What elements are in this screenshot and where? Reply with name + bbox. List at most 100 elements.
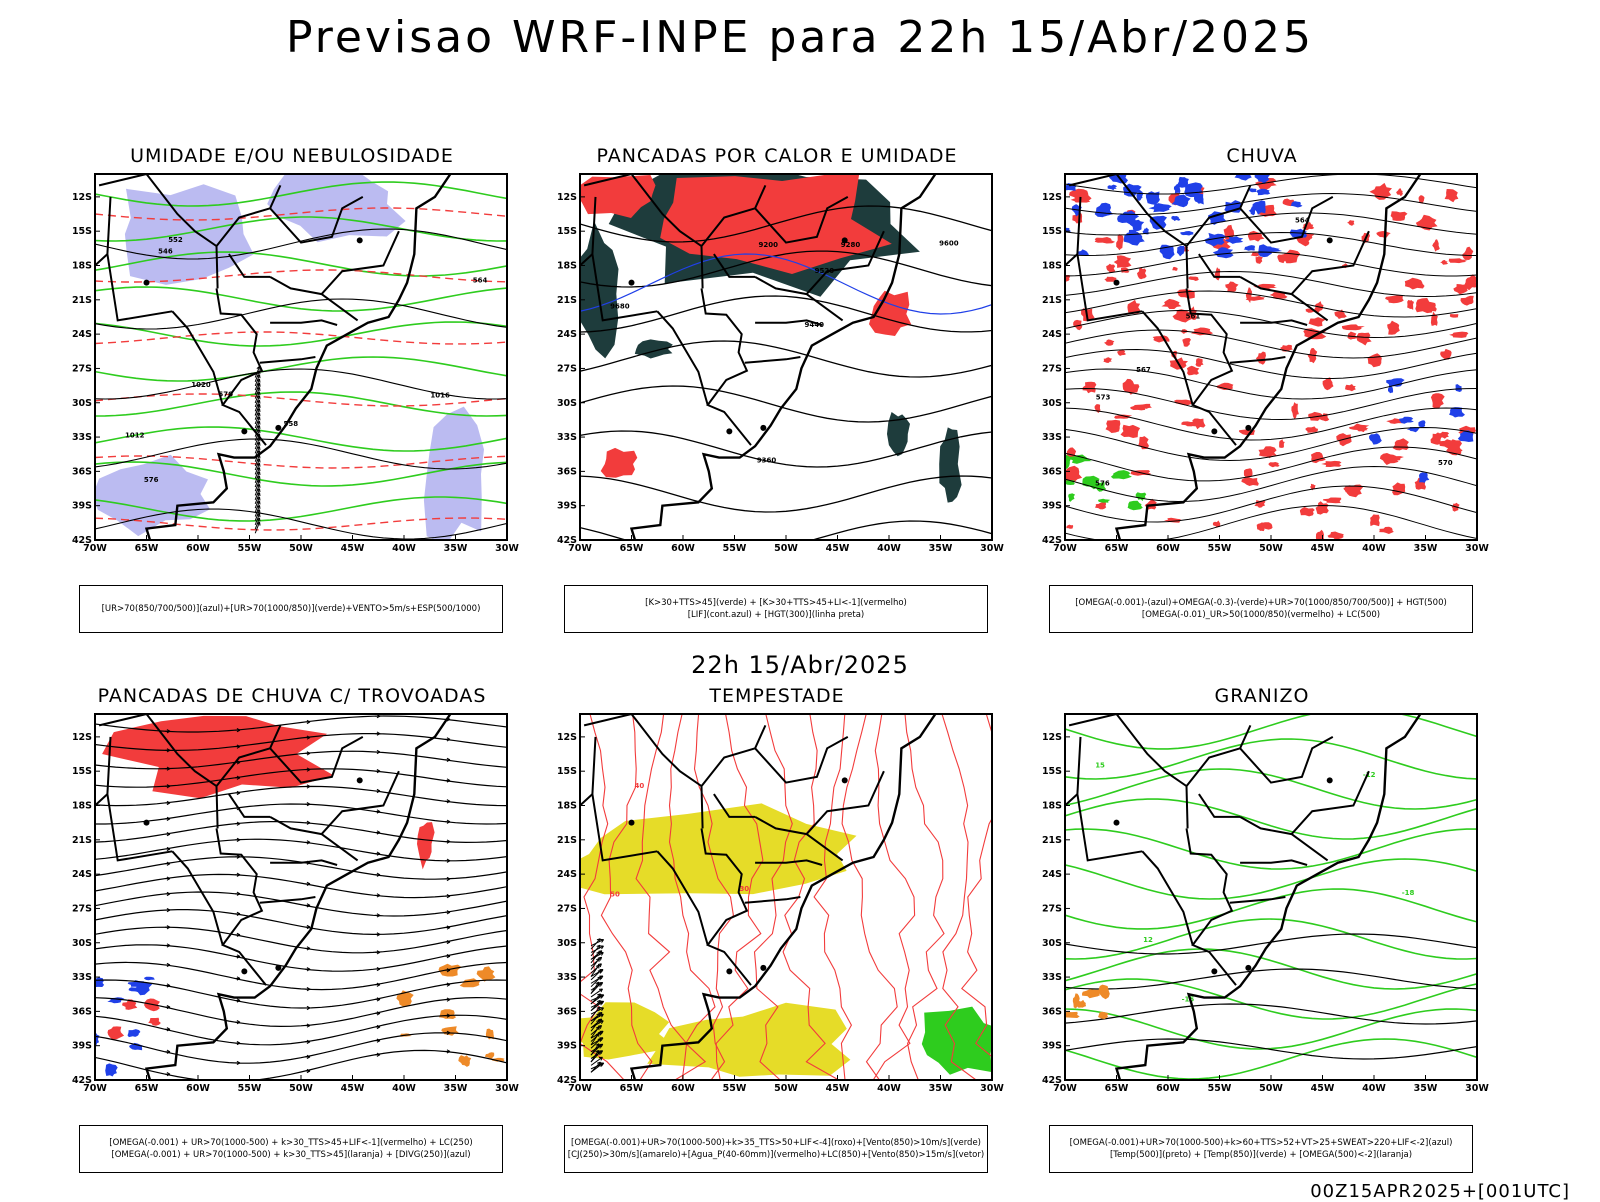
wind-vector-head [446,799,451,804]
wind-vector-head [376,1024,381,1030]
wind-vector-head [166,876,171,881]
thunderstorm-area-orange [491,1057,505,1062]
wind-vector-head [376,731,381,736]
rain-area-red [1396,188,1403,197]
rain-area-red [1449,314,1459,318]
omega-area-orange [1098,984,1110,1000]
omega-area-orange [1098,1011,1109,1019]
wind-vector [254,374,261,387]
wind-vector-head [306,1054,311,1060]
wind-vector-head [446,858,451,863]
rain-area-red [1299,507,1315,517]
lat-tick-label: 36S [1042,466,1062,477]
lake [726,428,733,435]
rain-area-red [1460,295,1474,306]
lake [1113,819,1120,826]
lat-tick-label: 39S [72,1041,92,1052]
rain-area-blue [1224,236,1244,244]
thunderstorm-area-orange [396,990,414,1007]
lon-tick-label: 55W [238,1083,262,1094]
humidity-contour-green [95,216,507,242]
wind-vector-head [376,1038,381,1043]
wind-vector [254,403,261,416]
rain-area-red [1370,514,1380,527]
rain-area-red [1255,256,1263,264]
wind-vector-head [599,1020,604,1024]
rain-area-blue [1254,174,1271,185]
rain-area-red [1105,419,1121,433]
rain-area-blue [1148,203,1172,213]
lat-tick-label: 21S [72,835,92,846]
map-content [95,714,507,1080]
border-line [171,850,224,946]
wind-vector-head [376,1011,381,1016]
omega-area-orange [1065,1011,1080,1018]
rain-area-green [1068,493,1075,502]
border-line [755,859,823,866]
height-contour-black [580,385,992,423]
streamline [95,1032,507,1064]
lon-tick-label: 30W [980,1083,1004,1094]
contour-label: 576 [144,476,159,484]
humidity-contour-green [95,181,507,207]
legend-line: [OMEGA(-0.001)+UR>70(1000-500)+k>35_TTS>… [571,1138,981,1148]
page-title: Previsao WRF-INPE para 22h 15/Abr/2025 [285,12,1314,63]
border-line [1076,736,1143,862]
coastline [629,714,937,1080]
wind-vector-head [166,861,171,866]
border-line [1290,230,1370,295]
streamline [95,909,507,936]
border-line [95,793,109,807]
rain-area-blue [1457,430,1474,442]
wind-vector [254,382,261,395]
rain-area-blue [1124,234,1136,241]
border-line [700,828,752,986]
rain-area-blue [1078,249,1090,256]
lat-tick-label: 36S [557,1006,577,1017]
lat-tick-label: 15S [557,226,577,237]
water-vapor-contour-red [635,714,688,1080]
wind-vector-head [446,839,451,844]
contour-label: 558 [283,420,298,428]
wind-vector-head [306,881,311,886]
humidity-area-blue [423,406,484,540]
wind-vector-head [306,751,311,756]
wind-area-green [921,1006,992,1075]
lon-tick-label: 55W [723,1083,747,1094]
rain-area-red [1253,283,1277,290]
panel-title-granizo: GRANIZO [1214,685,1310,707]
lon-tick-label: 65W [1105,1083,1129,1094]
rain-area-green [1135,492,1147,501]
lat-tick-label: 27S [557,903,577,914]
rain-area-red [1439,439,1459,449]
legend-trovoadas: [OMEGA(-0.001) + UR>70(1000-500) + k>30_… [79,1125,503,1173]
border-line [269,816,359,862]
forecast-time-label: 22h 15/Abr/2025 [691,651,909,679]
temp850-contour-green [1065,948,1477,990]
map-umidade: 1012 1016 1020 564 570 576 558 552 546 12S 15S 18S 2… [72,173,519,554]
lon-tick-label: 40W [392,1083,416,1094]
wind-vector-head [599,1037,604,1042]
wind-vector-head [595,1026,600,1031]
rain-area-blue [1243,245,1256,251]
rain-area-red [1161,298,1182,309]
wind-vector-head [166,907,171,913]
border-line [269,736,364,784]
panel-title-chuva: CHUVA [1226,145,1298,167]
lat-tick-label: 21S [1042,295,1062,306]
legend-line: [OMEGA(-0.001) + UR>70(1000-500) + k>30_… [109,1138,473,1148]
lake [1326,777,1333,784]
coastline [144,174,452,540]
contour-label: 1016 [430,391,450,399]
lon-tick-label: 40W [1362,1083,1386,1094]
lake [275,424,282,431]
humidity-contour-green [95,321,507,347]
wind-vector [254,505,260,517]
lat-tick-label: 30S [72,938,92,949]
lat-tick-label: 33S [557,432,577,443]
wind-vector-head [446,954,451,959]
wind-vector-head [256,395,261,400]
wind-vector [590,1063,603,1073]
contour-label: -12 [1363,771,1376,779]
